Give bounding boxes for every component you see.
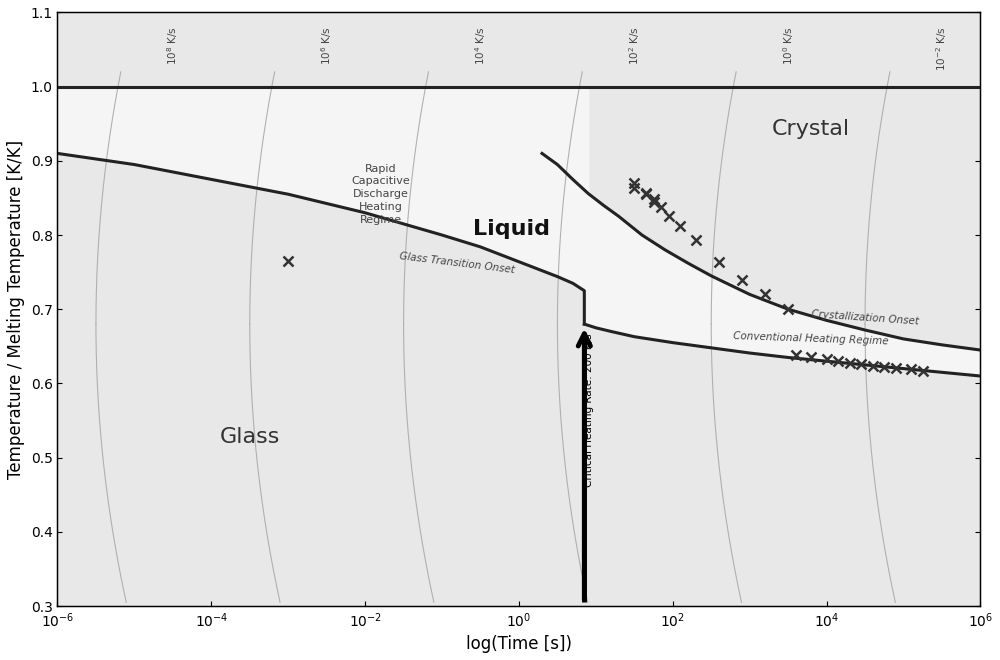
Text: Glass: Glass: [220, 427, 280, 447]
Text: Critical Heating Rate: 200 K/s: Critical Heating Rate: 200 K/s: [584, 334, 594, 487]
Text: Glass Transition Onset: Glass Transition Onset: [399, 251, 516, 276]
Text: Crystal: Crystal: [772, 119, 850, 139]
Text: Crystallization Onset: Crystallization Onset: [811, 309, 919, 326]
Text: $10^6$ K/s: $10^6$ K/s: [319, 26, 334, 65]
Text: $10^2$ K/s: $10^2$ K/s: [627, 26, 642, 65]
Text: $10^4$ K/s: $10^4$ K/s: [473, 26, 488, 65]
X-axis label: log(Time [s]): log(Time [s]): [466, 635, 572, 653]
Text: $10^0$ K/s: $10^0$ K/s: [781, 26, 796, 65]
Text: Rapid
Capacitive
Discharge
Heating
Regime: Rapid Capacitive Discharge Heating Regim…: [351, 164, 410, 225]
Text: $10^8$ K/s: $10^8$ K/s: [165, 26, 180, 65]
Text: Conventional Heating Regime: Conventional Heating Regime: [733, 331, 889, 346]
Text: $10^{-2}$ K/s: $10^{-2}$ K/s: [935, 26, 949, 71]
Y-axis label: Temperature / Melting Temperature [K/K]: Temperature / Melting Temperature [K/K]: [7, 140, 25, 478]
Text: Liquid: Liquid: [473, 219, 550, 239]
